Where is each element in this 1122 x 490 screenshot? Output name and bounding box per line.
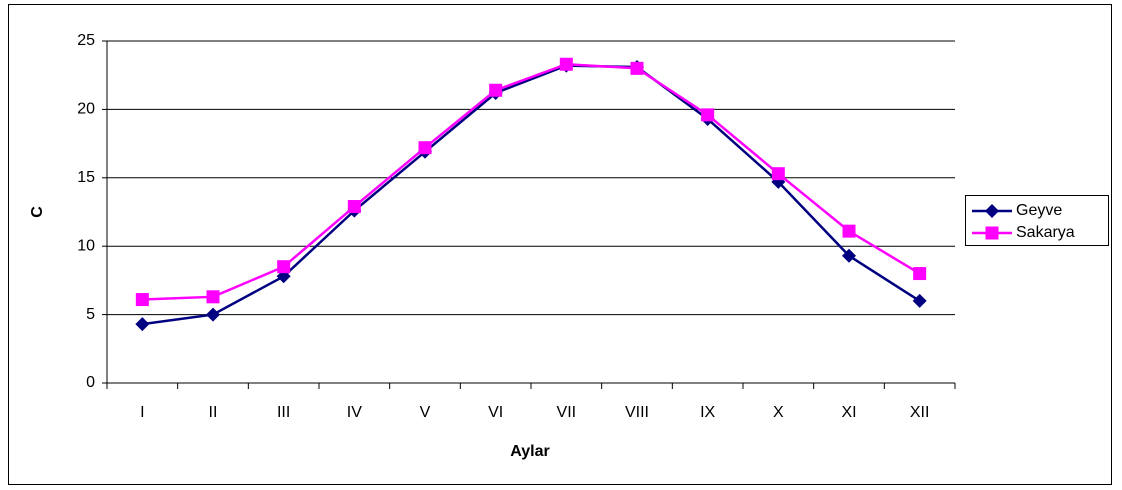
legend-marker [985, 204, 999, 218]
y-tick-label: 0 [86, 374, 95, 391]
series-line [142, 62, 921, 301]
y-tick-label: 15 [77, 169, 95, 186]
x-tick-label: VIII [625, 404, 649, 421]
x-tick-label: VII [557, 404, 577, 421]
data-point [842, 248, 856, 263]
data-point [630, 61, 644, 75]
x-tick-label: III [277, 404, 290, 421]
data-point [912, 293, 927, 308]
data-point [559, 57, 573, 71]
legend-label: Sakarya [1016, 224, 1075, 241]
legend-label: Geyve [1016, 202, 1062, 219]
data-point [842, 224, 856, 238]
x-tick-label: IX [700, 404, 715, 421]
data-point [135, 293, 149, 307]
data-point [418, 141, 432, 155]
x-tick-label: XII [910, 404, 930, 421]
data-point [277, 260, 291, 274]
data-point [701, 108, 715, 122]
x-tick-label: V [420, 404, 431, 421]
x-tick-label: I [140, 404, 144, 421]
y-tick-label: 20 [77, 101, 95, 118]
y-axis-label: C [29, 206, 46, 218]
data-point [489, 83, 503, 97]
chart-border [8, 4, 1112, 485]
x-tick-label: X [773, 404, 784, 421]
y-tick-label: 25 [77, 32, 95, 49]
y-tick-label: 10 [77, 237, 95, 254]
series-line [142, 64, 921, 326]
x-tick-label: VI [488, 404, 503, 421]
x-axis-label: Aylar [510, 443, 549, 460]
data-point [206, 290, 220, 304]
x-tick-label: II [209, 404, 218, 421]
x-tick-label: XI [841, 404, 856, 421]
data-point [771, 167, 785, 181]
data-point [135, 317, 150, 332]
data-point [913, 267, 927, 281]
data-point [206, 307, 220, 322]
y-tick-label: 5 [86, 306, 95, 323]
legend-marker [985, 226, 999, 240]
x-tick-label: IV [347, 404, 362, 421]
data-point [347, 200, 361, 214]
